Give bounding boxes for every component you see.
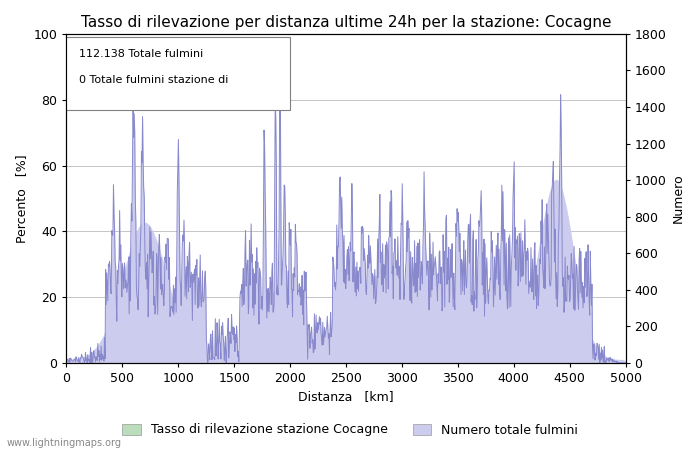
Text: 0 Totale fulmini stazione di: 0 Totale fulmini stazione di — [79, 75, 228, 85]
Text: 0 Totale fulmini stazione di: 0 Totale fulmini stazione di — [74, 76, 223, 87]
Text: 112.138 Totale fulmini: 112.138 Totale fulmini — [79, 49, 203, 59]
Text: www.lightningmaps.org: www.lightningmaps.org — [7, 438, 122, 448]
Y-axis label: Percento   [%]: Percento [%] — [15, 154, 28, 243]
FancyBboxPatch shape — [66, 37, 290, 110]
X-axis label: Distanza   [km]: Distanza [km] — [298, 391, 394, 404]
Title: Tasso di rilevazione per distanza ultime 24h per la stazione: Cocagne: Tasso di rilevazione per distanza ultime… — [80, 15, 611, 30]
Y-axis label: Numero: Numero — [672, 174, 685, 223]
Text: 112.138 Totale fulmini: 112.138 Totale fulmini — [74, 47, 198, 57]
Legend: Tasso di rilevazione stazione Cocagne, Numero totale fulmini: Tasso di rilevazione stazione Cocagne, N… — [117, 418, 583, 441]
